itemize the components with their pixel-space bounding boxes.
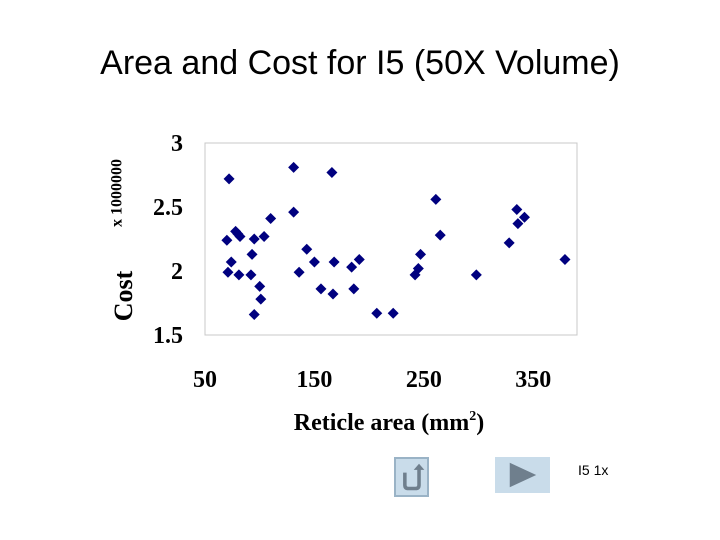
data-point <box>245 269 257 281</box>
data-point <box>255 293 267 305</box>
data-point <box>512 218 524 230</box>
data-point <box>233 269 245 281</box>
data-point <box>470 269 482 281</box>
data-point <box>346 261 358 273</box>
slide-caption: I5 1x <box>578 462 609 478</box>
x-tick-labels: 50 150 250 350 <box>193 367 551 393</box>
y-tick-label: 1.5 <box>153 323 183 349</box>
data-point <box>412 262 424 274</box>
x-axis-label: Reticle area (mm2) <box>294 409 484 436</box>
data-point <box>288 161 300 173</box>
x-axis-label-superscript: 2 <box>469 409 476 424</box>
data-point <box>248 309 260 321</box>
data-points <box>221 161 571 321</box>
data-point <box>223 173 235 185</box>
data-point <box>293 266 305 278</box>
data-point <box>387 307 399 319</box>
x-tick-label: 50 <box>193 367 217 393</box>
x-tick-label: 150 <box>296 367 332 393</box>
data-point <box>308 256 320 268</box>
data-point <box>288 206 300 218</box>
data-point <box>301 243 313 255</box>
plot-area-frame <box>204 142 578 336</box>
data-point <box>258 230 270 242</box>
data-point <box>246 248 258 260</box>
x-axis-label-main: Reticle area (mm <box>294 410 469 436</box>
data-point <box>234 230 246 242</box>
data-point <box>327 288 339 300</box>
data-point <box>326 166 338 178</box>
data-point <box>225 256 237 268</box>
y-tick-labels: 1.5 2 2.5 3 <box>153 131 183 349</box>
data-point <box>315 283 327 295</box>
y-tick-label: 3 <box>171 131 183 157</box>
data-point <box>348 283 360 295</box>
data-point <box>518 211 530 223</box>
y-tick-label: 2 <box>171 259 183 285</box>
data-point <box>415 248 427 260</box>
next-button[interactable] <box>495 457 550 493</box>
x-tick-label: 250 <box>406 367 442 393</box>
x-tick-label: 350 <box>515 367 551 393</box>
data-point <box>353 253 365 265</box>
data-point <box>265 213 277 225</box>
data-point <box>328 256 340 268</box>
y-tick-label: 2.5 <box>153 195 183 221</box>
data-point <box>254 280 266 292</box>
x-axis-label-end: ) <box>476 410 484 436</box>
data-point <box>511 204 523 216</box>
data-point <box>222 266 234 278</box>
data-point <box>221 234 233 246</box>
data-point <box>434 229 446 241</box>
data-point <box>430 193 442 205</box>
data-point <box>371 307 383 319</box>
data-point <box>559 253 571 265</box>
y-axis-multiplier: x 1000000 <box>109 159 126 227</box>
y-axis-label: Cost <box>109 270 138 321</box>
play-triangle-icon <box>509 462 537 488</box>
data-point <box>503 237 515 249</box>
slide-title: Area and Cost for I5 (50X Volume) <box>100 44 620 82</box>
back-button[interactable] <box>394 457 429 497</box>
data-point <box>248 233 260 245</box>
return-arrow-icon <box>403 463 425 491</box>
